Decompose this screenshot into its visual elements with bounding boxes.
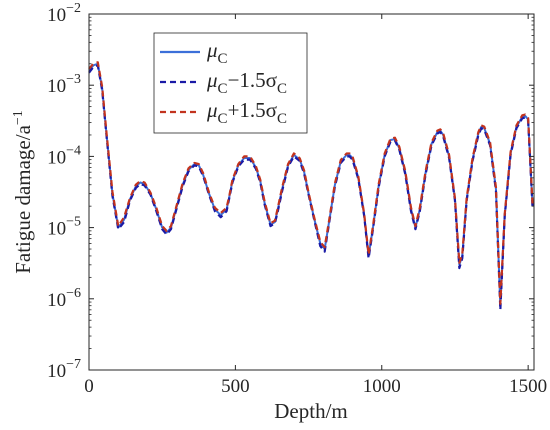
y-tick-label: 10−4 bbox=[47, 143, 81, 168]
y-tick-base: 10 bbox=[47, 219, 66, 240]
legend-subscript: C bbox=[218, 51, 228, 67]
y-tick-label: 10−7 bbox=[47, 357, 81, 382]
legend-box bbox=[153, 32, 308, 134]
y-tick-base: 10 bbox=[47, 5, 66, 26]
x-tick-label: 500 bbox=[221, 376, 250, 397]
y-tick-base: 10 bbox=[47, 361, 66, 382]
x-tick-label: 1500 bbox=[509, 376, 547, 397]
legend-label-1: μC bbox=[206, 38, 228, 67]
legend-tail: −1.5σ bbox=[228, 68, 277, 92]
legend-label-2: μC−1.5σC bbox=[206, 68, 287, 97]
x-tick-label: 0 bbox=[84, 376, 94, 397]
legend-tail-subscript: C bbox=[277, 111, 287, 127]
x-axis-label: Depth/m bbox=[274, 399, 348, 423]
legend-symbol: μ bbox=[206, 98, 218, 122]
series-line-3 bbox=[88, 61, 534, 305]
y-tick-base: 10 bbox=[47, 147, 66, 168]
y-axis-label: Fatigue damage/a−1 bbox=[11, 110, 35, 274]
y-tick-exponent: −4 bbox=[66, 143, 81, 158]
legend-subscript: C bbox=[218, 81, 228, 97]
plot-frame bbox=[88, 13, 535, 371]
y-tick-label: 10−6 bbox=[47, 286, 81, 311]
legend-symbol: μ bbox=[206, 68, 218, 92]
y-tick-exponent: −5 bbox=[66, 215, 81, 230]
legend-symbol: μ bbox=[206, 38, 218, 62]
x-tick-label: 1000 bbox=[363, 376, 401, 397]
y-tick-exponent: −3 bbox=[66, 72, 81, 87]
y-tick-exponent: −7 bbox=[66, 357, 81, 372]
y-tick-exponent: −2 bbox=[66, 1, 81, 16]
legend-subscript: C bbox=[218, 111, 228, 127]
y-tick-base: 10 bbox=[47, 290, 66, 311]
y-tick-base: 10 bbox=[47, 76, 66, 97]
legend-tail: +1.5σ bbox=[228, 98, 277, 122]
legend-tail-subscript: C bbox=[277, 81, 287, 97]
series-layer bbox=[88, 61, 534, 311]
y-tick-label: 10−2 bbox=[47, 1, 81, 26]
y-axis-label-main: Fatigue damage/a bbox=[11, 124, 35, 273]
tick-layer bbox=[88, 13, 534, 371]
y-axis-label-exponent: −1 bbox=[11, 110, 26, 125]
legend-label-3: μC+1.5σC bbox=[206, 98, 287, 127]
y-tick-label: 10−5 bbox=[47, 215, 81, 240]
y-tick-label: 10−3 bbox=[47, 72, 81, 97]
y-tick-exponent: −6 bbox=[66, 286, 81, 301]
